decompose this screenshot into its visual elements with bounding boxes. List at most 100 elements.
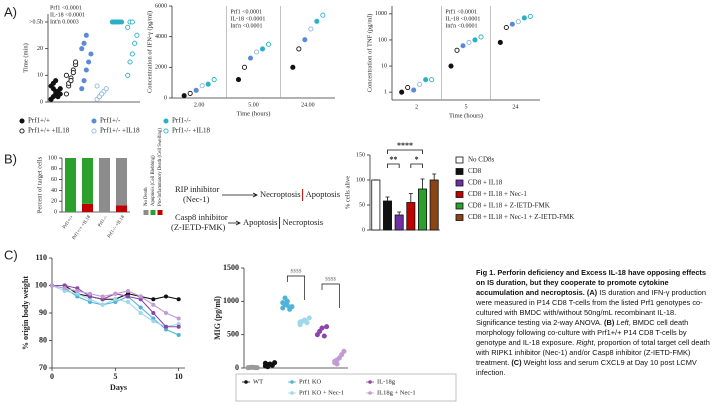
legend-swatch [455, 214, 464, 221]
legend-marker [91, 128, 97, 134]
y-tick-label: 80 [39, 335, 47, 344]
data-point [497, 39, 503, 46]
y-axis-label: Concentration of TNF (pg/ml) [366, 14, 373, 93]
y-axis-label: Time (min) [22, 43, 29, 73]
annotation: Int'n 0.0003 [50, 19, 79, 25]
data-point [119, 19, 125, 25]
data-point [265, 41, 272, 47]
data-point [79, 46, 85, 52]
y-tick-label: 100 [356, 177, 365, 183]
panel-label: A) [4, 4, 17, 19]
significance-bracket [387, 163, 400, 168]
legend-label: Prf1 KO + Nec-1 [299, 389, 344, 396]
data-point [321, 333, 327, 339]
data-point [134, 32, 140, 38]
y-tick-label: 100 [48, 155, 57, 161]
data-point [99, 91, 105, 97]
data-point [132, 40, 138, 46]
data-point [262, 360, 268, 366]
legend-swatch [143, 210, 149, 215]
y-tick-label: 0 [235, 363, 239, 372]
data-point [472, 37, 478, 43]
error-bar [420, 178, 425, 189]
significance-label: * [415, 155, 419, 164]
data-point [57, 86, 63, 92]
legend-label: Apoptosis (Cell Blebbing) [151, 155, 156, 206]
data-point [259, 46, 266, 52]
y-tick-label: 0 [362, 227, 365, 233]
legend-marker [163, 118, 169, 124]
y-tick-label: 500 [227, 329, 239, 338]
x-tick-label: Prf1-/- +IL18 [107, 214, 126, 239]
legend-marker [19, 118, 25, 124]
data-point [466, 39, 472, 46]
data-point [448, 63, 454, 69]
error-bar [408, 193, 413, 203]
bar [418, 188, 427, 231]
data-point [429, 77, 435, 83]
data-point [193, 87, 199, 93]
y-tick-label: 10 [37, 73, 43, 79]
data-point [304, 320, 310, 326]
data-point [423, 77, 429, 83]
data-point [125, 72, 131, 78]
bar-segment [64, 158, 77, 212]
data-point [129, 19, 135, 25]
diagram-text: RIP inhibitor [175, 184, 219, 194]
data-point [280, 305, 286, 311]
legend-label: Pro-Inflammatory Death (Cell Swelling) [158, 128, 163, 206]
y-axis-label: % cells alive [344, 176, 351, 209]
data-point [317, 328, 323, 334]
legend-label: CD8 + IL18 [468, 179, 503, 187]
y-tick-label: 0 [164, 95, 167, 101]
data-point [339, 352, 345, 358]
y-tick-label: 1500 [223, 263, 239, 272]
data-point [199, 83, 205, 89]
diagram-other: Necroptosis [282, 217, 323, 227]
legend-label: Prf1 KO [299, 378, 322, 385]
data-point [405, 84, 411, 91]
y-tick-label: 80 [51, 166, 57, 172]
legend-label: Prf1+/- [100, 117, 121, 125]
legend-swatch [455, 156, 464, 164]
data-point [411, 87, 417, 93]
diagram-text: (Z-IETD-FMK) [171, 222, 225, 232]
x-tick-label: 5 [465, 104, 468, 110]
data-point [63, 72, 69, 78]
data-point [94, 83, 100, 89]
data-point [454, 47, 460, 53]
caption-text: Weight loss and serum CXCL9 at Day 10 po… [476, 358, 697, 377]
y-tick-label: 50 [359, 202, 365, 208]
data-point [205, 81, 211, 87]
legend-label: WT [253, 378, 263, 385]
data-point [70, 70, 76, 76]
data-point [235, 77, 242, 83]
data-point [253, 49, 260, 55]
arrow [222, 192, 258, 198]
legend-swatch [150, 210, 156, 215]
y-tick-label: 100 [35, 280, 47, 289]
data-point [290, 64, 296, 70]
data-point [503, 24, 509, 31]
diagram-text: Casp8 inhibitor [175, 212, 228, 222]
data-point [211, 77, 217, 83]
annotation: IL-18 <0.0001 [50, 12, 85, 18]
bar-segment [81, 203, 94, 212]
y-tick-label: 110 [35, 253, 47, 262]
y-tick-label: 0 [54, 209, 57, 215]
line [51, 284, 179, 320]
caption: Fig 1. Perforin deficiency and Excess IL… [476, 268, 714, 378]
y-tick-label: 90 [39, 308, 47, 317]
data-point [53, 78, 59, 84]
y-axis-label: Concentration of IFN-γ (pg/ml) [146, 11, 153, 93]
annotation: Prf1 <0.0001 [445, 8, 477, 15]
legend-label: Prf1-/- +IL18 [172, 127, 210, 135]
data-point [241, 64, 248, 70]
significance-bracket [321, 283, 340, 308]
y-axis-label: MIG (pg/ml) [213, 296, 222, 340]
data-point [314, 332, 320, 338]
x-axis-label: Time (hours) [449, 112, 483, 119]
caption-text: , BMDC cell death morphology following c… [476, 318, 689, 347]
annotation: IL-18 <0.0001 [230, 16, 265, 22]
